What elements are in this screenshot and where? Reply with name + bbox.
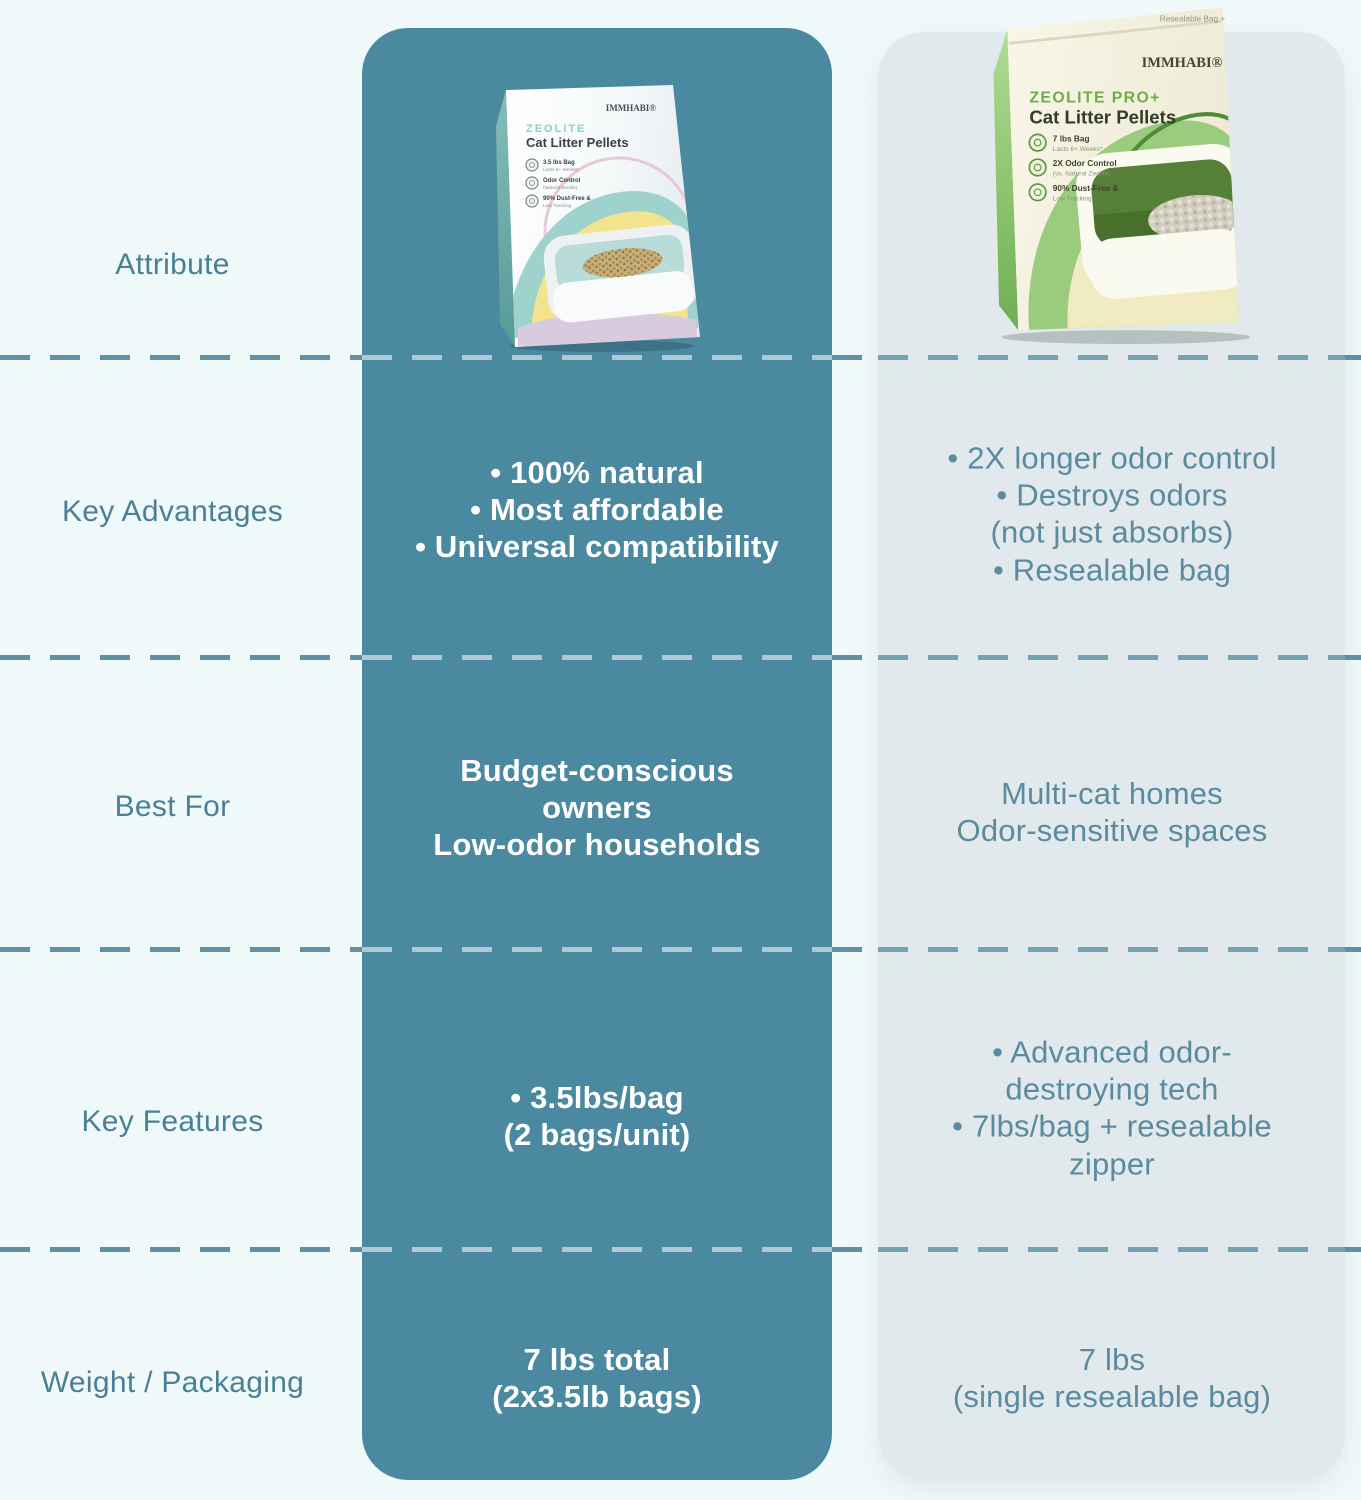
divider-segment xyxy=(832,655,878,660)
divider-segment xyxy=(0,1247,362,1252)
divider-segment xyxy=(362,947,832,952)
divider-segment xyxy=(1345,355,1361,360)
bag-b-shadow xyxy=(1001,330,1250,344)
svg-text:90% Dust-Free &: 90% Dust-Free & xyxy=(543,196,591,202)
divider-segment xyxy=(1345,947,1361,952)
product-a-weight-packaging: 7 lbs total (2x3.5lb bags) xyxy=(492,1341,702,1414)
bag-b-gusset xyxy=(993,29,1019,331)
svg-text:Odor Control: Odor Control xyxy=(543,178,581,184)
product-b-key-advantages: • 2X longer odor control • Destroys odor… xyxy=(947,440,1277,588)
bag-a-artwork xyxy=(508,156,698,346)
row-label-key-features: Key Features xyxy=(81,1105,264,1138)
row-divider-4 xyxy=(0,1247,1361,1252)
row-label-weight-packaging: Weight / Packaging xyxy=(40,1366,305,1399)
svg-text:3.5 lbs Bag: 3.5 lbs Bag xyxy=(543,160,575,166)
product-a-key-features: • 3.5lbs/bag (2 bags/unit) xyxy=(503,1079,691,1152)
product-b-best-for: Multi-cat homes Odor-sensitive spaces xyxy=(956,775,1268,848)
row-divider-2 xyxy=(0,655,1361,660)
divider-segment xyxy=(832,947,878,952)
divider-segment xyxy=(362,355,832,360)
svg-text:90% Dust-Free &: 90% Dust-Free & xyxy=(1053,184,1119,193)
svg-text:(Natural Zeolite): (Natural Zeolite) xyxy=(543,185,578,191)
divider-segment xyxy=(832,355,878,360)
bag-a-title-line2: Cat Litter Pellets xyxy=(526,135,629,150)
bag-a-title-line1: ZEOLITE xyxy=(526,123,586,135)
bag-b-reseal-tag: Resealable Bag + xyxy=(1160,14,1226,23)
bag-b-feature-list: 7 lbs Bag Lasts 6+ Weeks* 2X Odor Contro… xyxy=(1028,133,1119,203)
bag-b-title-line2: Cat Litter Pellets xyxy=(1029,106,1176,127)
divider-segment xyxy=(0,947,362,952)
svg-text:Lasts 6+ Weeks*: Lasts 6+ Weeks* xyxy=(543,167,579,173)
product-b-weight-packaging: 7 lbs (single resealable bag) xyxy=(952,1341,1272,1414)
divider-segment xyxy=(832,1247,878,1252)
row-label-best-for: Best For xyxy=(114,790,231,823)
row-divider-3 xyxy=(0,947,1361,952)
svg-text:Low Tracking: Low Tracking xyxy=(1053,196,1092,203)
row-label-key-advantages: Key Advantages xyxy=(61,495,284,528)
divider-segment xyxy=(0,655,362,660)
bag-b-zipper xyxy=(1008,19,1222,45)
divider-segment xyxy=(1345,655,1361,660)
svg-text:(vs. Natural Zeolite): (vs. Natural Zeolite) xyxy=(1053,171,1111,178)
divider-segment xyxy=(878,655,1345,660)
divider-segment xyxy=(0,355,362,360)
bag-b-brand: IMMHABI® xyxy=(1142,55,1223,71)
product-a-best-for: Budget-conscious owners Low-odor househo… xyxy=(433,753,761,863)
product-a-bag-image: IMMHABI® ZEOLITE Cat Litter Pellets 3.5 … xyxy=(496,85,700,352)
divider-segment xyxy=(362,655,832,660)
divider-segment xyxy=(878,355,1345,360)
svg-text:Lasts 6+ Weeks*: Lasts 6+ Weeks* xyxy=(1053,146,1103,153)
bag-a-brand: IMMHABI® xyxy=(606,103,656,113)
svg-text:7 lbs Bag: 7 lbs Bag xyxy=(1053,134,1090,143)
divider-segment xyxy=(878,947,1345,952)
divider-segment xyxy=(878,1247,1345,1252)
row-divider-1 xyxy=(0,355,1361,360)
svg-text:Low Tracking: Low Tracking xyxy=(543,203,572,209)
bag-a-feature-list: 3.5 lbs Bag Lasts 6+ Weeks* Odor Control… xyxy=(525,158,591,209)
product-b-bag-image: Resealable Bag + IMMHABI® ZEOLITE PRO+ C… xyxy=(993,7,1250,344)
divider-segment xyxy=(362,1247,832,1252)
bag-a-gusset xyxy=(496,90,515,347)
bag-b-title-line1: ZEOLITE PRO+ xyxy=(1029,90,1160,107)
product-a-key-advantages: • 100% natural • Most affordable • Unive… xyxy=(415,455,779,565)
product-b-key-features: • Advanced odor- destroying tech • 7lbs/… xyxy=(952,1034,1272,1182)
svg-text:2X Odor Control: 2X Odor Control xyxy=(1053,159,1117,168)
row-label-attribute: Attribute xyxy=(115,248,230,281)
divider-segment xyxy=(1345,1247,1361,1252)
